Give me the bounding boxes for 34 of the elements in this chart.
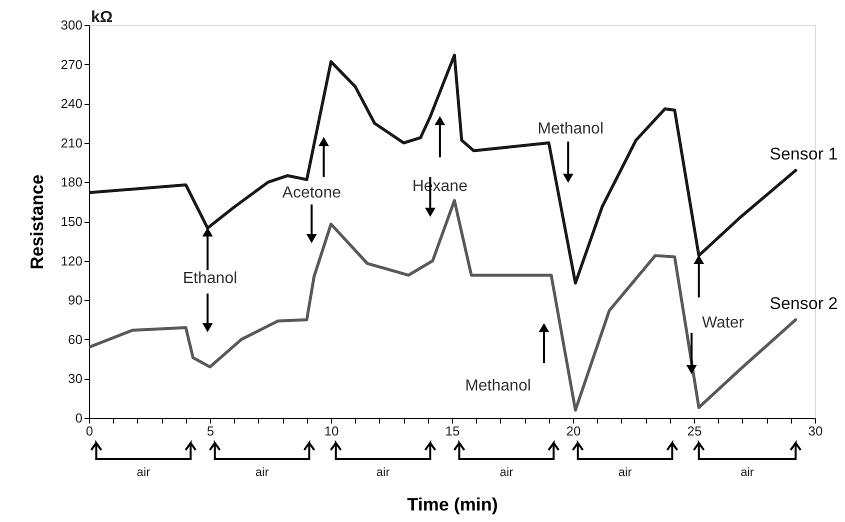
y-tick-label: 120 bbox=[60, 253, 82, 268]
text: air bbox=[740, 465, 754, 479]
y-tick-label: 150 bbox=[60, 214, 82, 229]
x-tick-label: 15 bbox=[445, 424, 460, 438]
x-axis-title: Time (min) bbox=[407, 494, 498, 514]
annotation: Methanol bbox=[538, 120, 604, 138]
y-tick-label: 210 bbox=[60, 135, 82, 150]
y-tick-label: 90 bbox=[68, 292, 82, 308]
text: air bbox=[500, 465, 514, 479]
y-tick-label: 0 bbox=[75, 410, 82, 426]
annotation: Methanol bbox=[465, 377, 531, 394]
series-label: Sensor 2 bbox=[770, 294, 838, 313]
y-tick-label: 30 bbox=[68, 371, 82, 386]
x-tick-label: 20 bbox=[566, 424, 581, 438]
annotation: Ethanol bbox=[182, 270, 238, 287]
y-tick-label: 60 bbox=[68, 332, 82, 347]
text: air bbox=[618, 465, 632, 479]
text: air bbox=[376, 465, 390, 479]
x-tick-label: 5 bbox=[206, 424, 214, 438]
annotation: Water bbox=[702, 314, 745, 332]
x-tick-label: 0 bbox=[86, 424, 94, 438]
x-tick-label: 25 bbox=[687, 424, 702, 438]
x-tick-label: 30 bbox=[808, 424, 823, 438]
annotation: Acetone bbox=[282, 184, 342, 202]
annotation: kΩ bbox=[91, 9, 113, 26]
y-tick-label: 300 bbox=[60, 18, 82, 32]
y-axis-title: Resistance bbox=[26, 174, 47, 270]
text: air bbox=[136, 465, 150, 479]
text: air bbox=[255, 465, 269, 479]
y-tick-label: 240 bbox=[60, 96, 82, 112]
x-tick-label: 10 bbox=[324, 424, 339, 438]
y-tick-label: 180 bbox=[60, 174, 82, 190]
series-label: Sensor 1 bbox=[770, 144, 838, 164]
y-tick-label: 270 bbox=[60, 56, 82, 72]
